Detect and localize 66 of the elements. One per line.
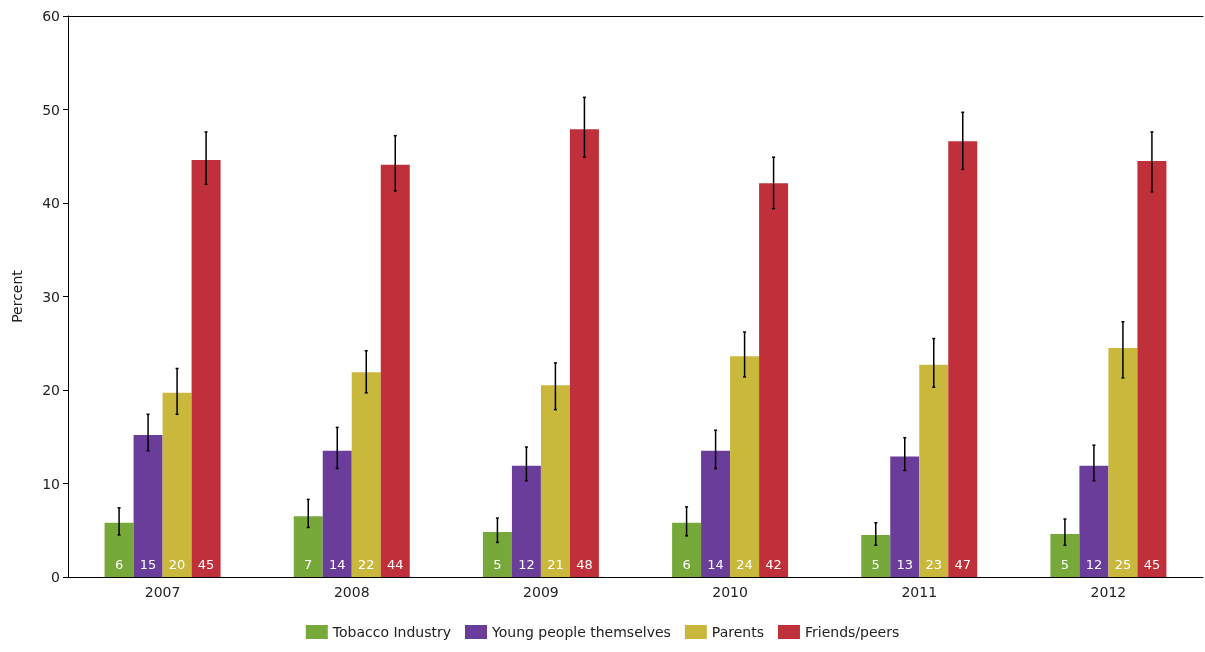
data-label: 22 bbox=[357, 557, 375, 572]
bar bbox=[861, 534, 891, 577]
bar bbox=[380, 164, 410, 577]
y-tick-label: 50 bbox=[42, 101, 60, 118]
data-label: 21 bbox=[547, 557, 564, 572]
data-label: 14 bbox=[707, 557, 724, 572]
bar bbox=[1108, 347, 1138, 577]
data-label: 12 bbox=[1085, 557, 1103, 572]
bar bbox=[730, 356, 760, 577]
x-tick-label: 2010 bbox=[712, 584, 748, 600]
bar bbox=[293, 516, 323, 577]
bar bbox=[890, 456, 920, 577]
legend-label: Tobacco Industry bbox=[331, 624, 452, 640]
data-label: 44 bbox=[386, 557, 404, 572]
data-label: 48 bbox=[576, 557, 593, 572]
legend-label: Parents bbox=[711, 624, 764, 640]
bar bbox=[919, 364, 949, 577]
data-label: 15 bbox=[139, 557, 157, 572]
y-tick-label: 0 bbox=[51, 569, 60, 585]
y-tick-label: 30 bbox=[42, 288, 60, 305]
y-tick-label: 40 bbox=[42, 195, 60, 211]
data-label: 6 bbox=[114, 557, 124, 572]
bar bbox=[133, 434, 163, 577]
data-label: 14 bbox=[328, 557, 346, 572]
legend-label: Young people themselves bbox=[491, 624, 671, 640]
bar bbox=[322, 450, 352, 577]
bar bbox=[104, 522, 134, 577]
data-label: 5 bbox=[493, 557, 502, 572]
bar bbox=[351, 372, 381, 577]
data-label: 12 bbox=[518, 557, 535, 572]
x-tick-label: 2008 bbox=[333, 584, 370, 600]
data-label: 24 bbox=[736, 557, 753, 572]
data-label: 25 bbox=[1114, 557, 1132, 572]
data-label: 7 bbox=[304, 557, 313, 572]
data-label: 5 bbox=[871, 557, 880, 572]
bar bbox=[511, 465, 541, 577]
x-tick-label: 2007 bbox=[144, 584, 181, 600]
data-label: 42 bbox=[765, 557, 782, 572]
bar bbox=[540, 385, 570, 577]
y-tick-label: 10 bbox=[42, 475, 60, 492]
data-label: 45 bbox=[197, 557, 215, 572]
y-tick-label: 20 bbox=[42, 382, 60, 398]
x-tick-label: 2012 bbox=[1090, 584, 1127, 600]
legend-label: Friends/peers bbox=[804, 624, 900, 640]
data-label: 20 bbox=[168, 557, 186, 572]
bar bbox=[701, 450, 731, 577]
bar bbox=[1079, 465, 1109, 577]
y-axis-title: Percent bbox=[9, 269, 25, 323]
data-label: 45 bbox=[1143, 557, 1161, 572]
bar bbox=[759, 183, 789, 577]
data-label: 13 bbox=[896, 557, 914, 572]
data-label: 5 bbox=[1060, 557, 1070, 572]
bar bbox=[569, 129, 599, 577]
data-label: 6 bbox=[682, 557, 691, 572]
bar bbox=[1050, 533, 1080, 577]
data-label: 47 bbox=[954, 557, 972, 572]
bar bbox=[672, 522, 702, 577]
bar bbox=[1137, 160, 1167, 577]
bar bbox=[162, 392, 192, 577]
x-tick-label: 2009 bbox=[523, 584, 559, 600]
data-label: 23 bbox=[925, 557, 943, 572]
bar bbox=[948, 141, 978, 577]
y-tick-label: 60 bbox=[42, 8, 60, 24]
bar bbox=[482, 532, 512, 577]
x-tick-label: 2011 bbox=[901, 584, 938, 600]
bar bbox=[191, 159, 221, 577]
